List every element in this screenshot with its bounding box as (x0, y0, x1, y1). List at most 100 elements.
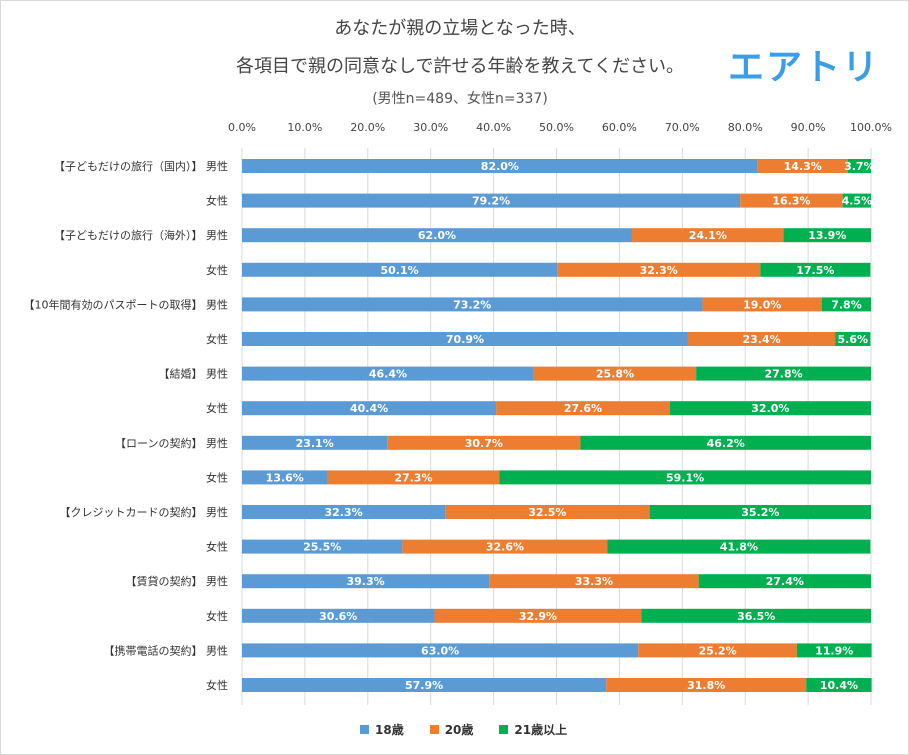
bar-segment-13-0 (242, 608, 435, 623)
data-label-0-1: 14.3% (784, 160, 822, 173)
bar-segment-14-0 (242, 643, 639, 658)
bar-segment-11-1 (402, 539, 608, 554)
bar-segment-3-1 (557, 262, 761, 277)
bar-segment-15-2 (806, 678, 872, 692)
bar-segment-11-2 (607, 539, 871, 554)
data-label-11-2: 41.8% (720, 541, 758, 554)
bar-segment-6-2 (696, 366, 871, 381)
data-label-0-0: 82.0% (481, 160, 519, 173)
data-label-3-2: 17.5% (796, 264, 834, 277)
row-label-11: 女性 (206, 540, 228, 554)
data-label-11-1: 32.6% (486, 541, 524, 554)
bar-segment-10-0 (242, 505, 446, 519)
row-label-4: 【10年間有効のパスポートの取得】 男性 (24, 297, 229, 311)
chart-legend: 18歳 20歳 21歳以上 (360, 721, 567, 738)
bar-segment-6-0 (242, 366, 534, 381)
x-tick-label-4: 40.0% (476, 121, 511, 134)
data-label-10-2: 35.2% (741, 506, 779, 519)
data-label-7-0: 40.4% (350, 402, 388, 415)
legend-item-21plus: 21歳以上 (499, 721, 567, 738)
data-label-8-2: 46.2% (707, 437, 745, 450)
data-label-3-0: 50.1% (380, 264, 418, 277)
bar-segment-2-0 (242, 228, 632, 243)
data-label-10-0: 32.3% (324, 506, 362, 519)
data-label-6-2: 27.8% (764, 368, 802, 381)
row-label-6: 【結婚】 男性 (159, 367, 229, 381)
bar-segment-1-0 (242, 193, 741, 208)
bar-segment-5-1 (687, 332, 836, 346)
bar-segment-5-2 (835, 332, 871, 346)
row-label-5: 女性 (206, 332, 228, 346)
bar-segment-10-2 (649, 505, 871, 519)
bar-segment-11-0 (242, 539, 403, 554)
data-label-13-0: 30.6% (319, 610, 357, 623)
row-label-7: 女性 (206, 401, 228, 415)
brand-logo: エアトリ (728, 47, 881, 88)
data-label-6-0: 46.4% (369, 368, 407, 381)
x-tick-label-8: 80.0% (728, 121, 763, 134)
bar-segment-9-0 (242, 470, 328, 485)
data-label-2-2: 13.9% (808, 229, 846, 242)
bar-segment-12-1 (489, 574, 699, 589)
chart-title-line2: 各項目で親の同意なしで許せる年齢を教えてください。 (235, 56, 685, 77)
bar-segment-8-0 (242, 435, 388, 450)
data-label-14-0: 63.0% (421, 644, 459, 657)
data-label-1-2: 4.5% (842, 195, 873, 208)
bar-segment-8-2 (580, 435, 871, 450)
row-label-1: 女性 (206, 194, 228, 208)
legend-swatch-21plus (499, 725, 509, 734)
row-label-8: 【ローンの契約】 男性 (115, 436, 228, 450)
data-label-11-0: 25.5% (303, 541, 341, 554)
data-label-9-2: 59.1% (666, 471, 704, 484)
data-label-12-1: 33.3% (575, 575, 613, 588)
data-label-0-2: 3.7% (844, 160, 875, 173)
bar-segment-12-2 (698, 574, 871, 589)
data-label-1-0: 79.2% (472, 195, 510, 208)
bar-segment-5-0 (242, 332, 688, 346)
legend-label-20: 20歳 (444, 723, 474, 737)
bar-segment-15-1 (606, 678, 807, 692)
bar-segment-7-2 (669, 401, 871, 416)
data-label-4-2: 7.8% (831, 298, 862, 311)
x-tick-label-10: 100.0% (850, 121, 892, 134)
legend-label-18: 18歳 (375, 723, 404, 737)
bar-segment-8-1 (387, 435, 581, 450)
data-label-12-0: 39.3% (347, 575, 385, 588)
legend-label-21plus: 21歳以上 (514, 723, 568, 737)
x-tick-label-3: 30.0% (413, 121, 448, 134)
data-label-9-0: 13.6% (266, 471, 304, 484)
bar-segment-15-0 (242, 678, 607, 692)
data-label-5-2: 5.6% (838, 333, 869, 346)
data-label-8-1: 30.7% (465, 437, 503, 450)
data-label-4-1: 19.0% (743, 298, 781, 311)
bar-segment-7-0 (242, 401, 497, 416)
data-label-4-0: 73.2% (453, 298, 491, 311)
row-label-9: 女性 (206, 470, 228, 484)
data-label-5-0: 70.9% (446, 333, 484, 346)
legend-item-20: 20歳 (429, 721, 474, 738)
data-label-15-2: 10.4% (820, 679, 858, 692)
bar-segment-2-2 (783, 228, 871, 243)
bar-segment-0-0 (242, 159, 758, 173)
data-label-3-1: 32.3% (640, 264, 678, 277)
data-label-2-0: 62.0% (418, 229, 456, 242)
data-label-14-2: 11.9% (815, 644, 853, 657)
x-tick-label-1: 10.0% (287, 121, 322, 134)
bar-segment-1-2 (842, 193, 871, 208)
x-tick-label-5: 50.0% (539, 121, 574, 134)
bar-segment-4-1 (702, 297, 822, 312)
row-label-12: 【賃貸の契約】 男性 (126, 574, 229, 588)
x-tick-label-9: 90.0% (791, 121, 826, 134)
row-label-14: 【携帯電話の契約】 男性 (104, 643, 229, 657)
x-tick-label-2: 20.0% (350, 121, 385, 134)
data-label-6-1: 25.8% (596, 368, 634, 381)
bar-segment-7-1 (496, 401, 670, 416)
bar-segment-12-0 (242, 574, 490, 589)
bar-segment-2-1 (631, 228, 784, 243)
data-label-15-1: 31.8% (687, 679, 725, 692)
bar-segment-14-2 (796, 643, 872, 658)
row-label-3: 女性 (206, 263, 228, 277)
bar-segment-1-1 (740, 193, 843, 208)
row-label-10: 【クレジットカードの契約】 男性 (60, 505, 229, 519)
